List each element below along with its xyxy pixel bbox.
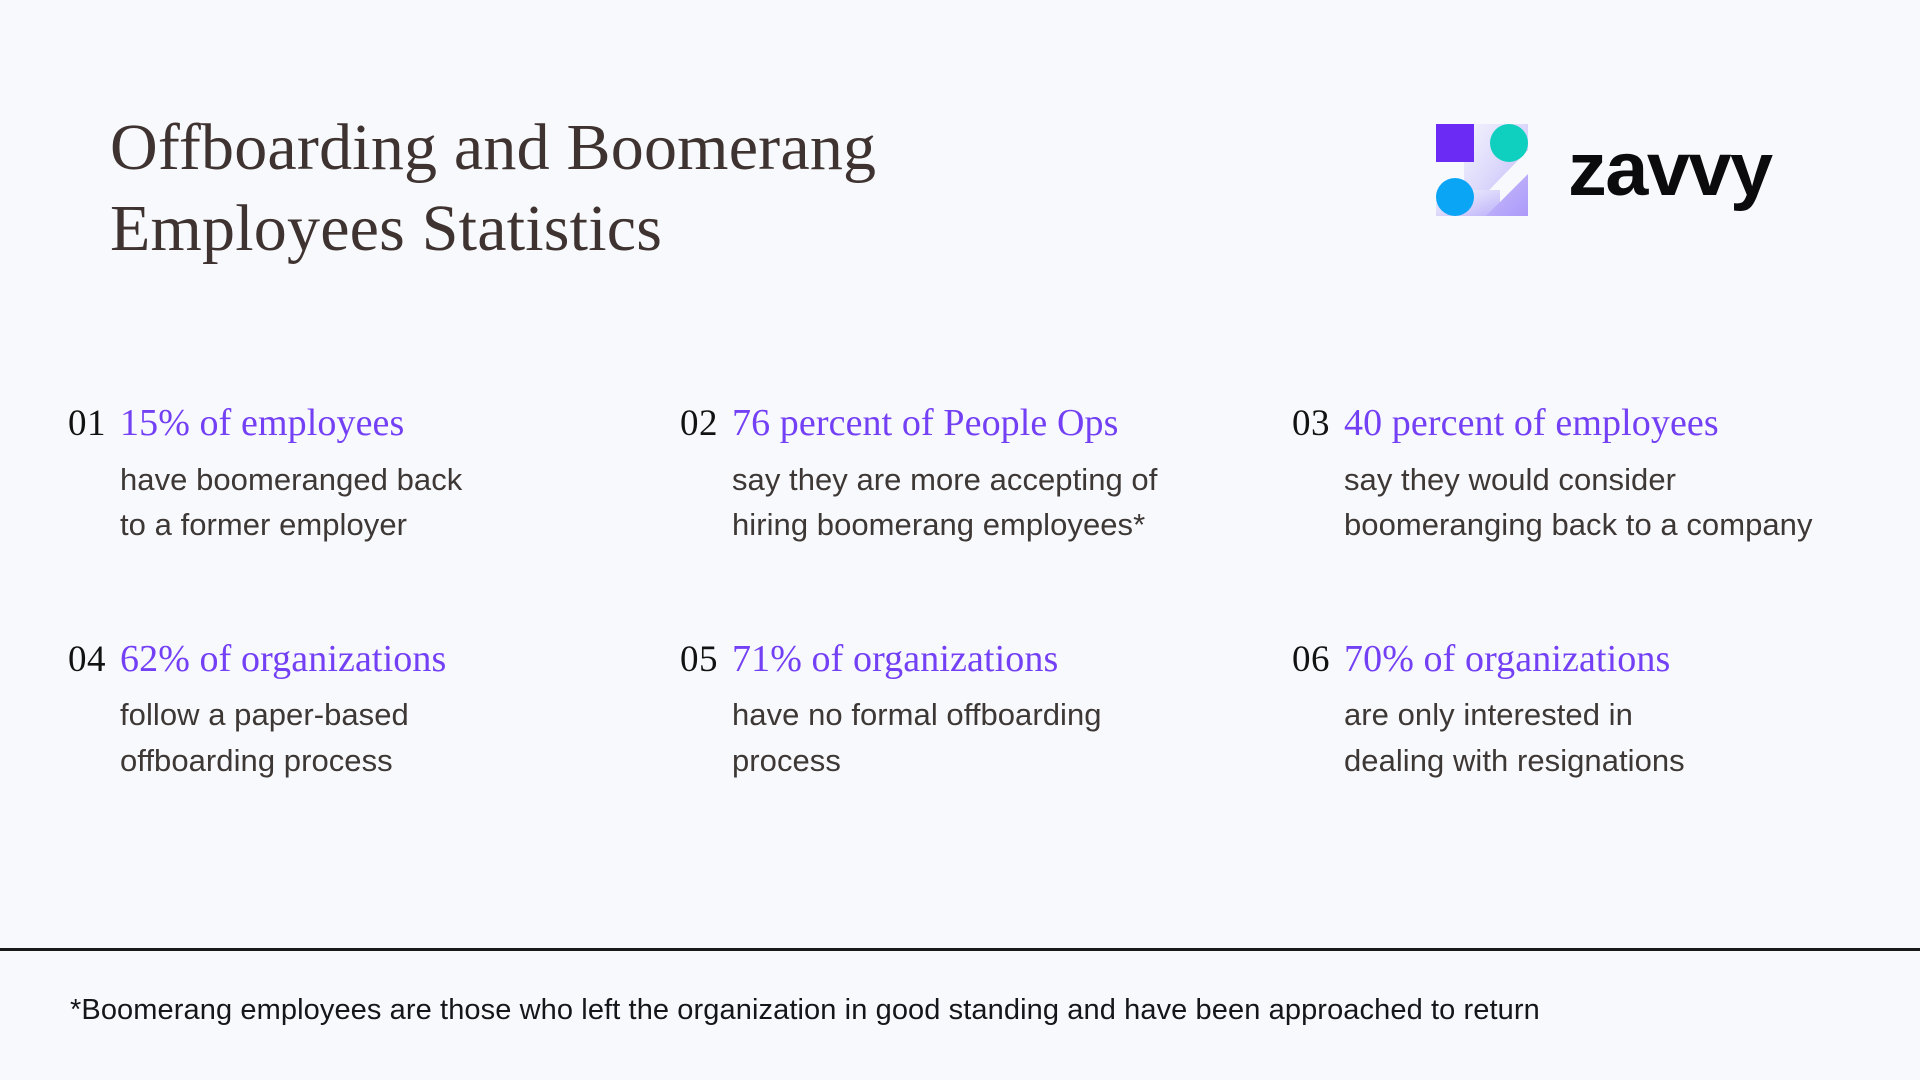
stat-description: say they are more accepting of hiring bo…	[732, 457, 1157, 548]
page-title: Offboarding and Boomerang Employees Stat…	[110, 108, 876, 269]
stat-index: 04	[68, 638, 106, 680]
stat-description-line-2: process	[732, 742, 841, 778]
brand-logo: zavvy	[1428, 116, 1774, 224]
stat-item-02: 02 76 percent of People Ops say they are…	[680, 400, 1292, 548]
stat-item-05: 05 71% of organizations have no formal o…	[680, 636, 1292, 784]
stat-headline: 15% of employees	[120, 402, 405, 444]
stat-body: 15% of employees have boomeranged back t…	[120, 400, 462, 548]
statistics-grid: 01 15% of employees have boomeranged bac…	[68, 400, 1868, 783]
stat-description-line-1: say they are more accepting of	[732, 461, 1158, 497]
stat-item-06: 06 70% of organizations are only interes…	[1292, 636, 1868, 784]
stat-headline: 71% of organizations	[732, 637, 1059, 680]
stat-index: 05	[680, 638, 718, 680]
stat-description: follow a paper-based offboarding process	[120, 692, 446, 783]
stat-description-line-2: boomeranging back to a company	[1344, 507, 1813, 543]
stat-index: 01	[68, 403, 106, 444]
stat-description-line-1: follow a paper-based	[120, 697, 409, 733]
stat-description: are only interested in dealing with resi…	[1344, 692, 1685, 783]
stat-index: 06	[1292, 638, 1330, 680]
stat-description: have boomeranged back to a former employ…	[120, 457, 462, 548]
stat-headline: 70% of organizations	[1344, 637, 1671, 680]
stat-headline: 62% of organizations	[120, 637, 447, 680]
zavvy-logo-mark-icon	[1428, 116, 1536, 224]
stat-item-03: 03 40 percent of employees say they woul…	[1292, 400, 1868, 548]
stat-description: say they would consider boomeranging bac…	[1344, 457, 1813, 548]
stat-body: 62% of organizations follow a paper-base…	[120, 636, 446, 784]
stat-description-line-1: are only interested in	[1344, 697, 1633, 733]
page-title-line-2: Employees Statistics	[110, 191, 663, 265]
stat-description-line-2: dealing with resignations	[1344, 742, 1685, 778]
stat-headline: 40 percent of employees	[1344, 402, 1719, 444]
stat-description-line-2: to a former employer	[120, 507, 407, 543]
footer-divider	[0, 948, 1920, 951]
stat-description-line-2: hiring boomerang employees*	[732, 507, 1146, 543]
stat-body: 40 percent of employees say they would c…	[1344, 400, 1813, 548]
stat-description-line-1: have boomeranged back	[120, 461, 463, 497]
page-title-line-1: Offboarding and Boomerang	[110, 111, 877, 184]
stat-index: 02	[680, 403, 718, 444]
stat-description: have no formal offboarding process	[732, 692, 1102, 783]
stat-item-04: 04 62% of organizations follow a paper-b…	[68, 636, 680, 784]
stat-body: 70% of organizations are only interested…	[1344, 636, 1685, 784]
zavvy-wordmark: zavvy	[1568, 127, 1773, 212]
footnote: *Boomerang employees are those who left …	[70, 994, 1540, 1026]
stat-item-01: 01 15% of employees have boomeranged bac…	[68, 400, 680, 548]
stat-description-line-1: have no formal offboarding	[732, 697, 1102, 733]
stat-body: 71% of organizations have no formal offb…	[732, 636, 1102, 784]
header: Offboarding and Boomerang Employees Stat…	[0, 0, 1920, 300]
stat-description-line-1: say they would consider	[1344, 461, 1676, 497]
stat-headline: 76 percent of People Ops	[732, 402, 1119, 444]
stat-body: 76 percent of People Ops say they are mo…	[732, 400, 1157, 548]
stat-index: 03	[1292, 403, 1330, 444]
stat-description-line-2: offboarding process	[120, 742, 393, 778]
